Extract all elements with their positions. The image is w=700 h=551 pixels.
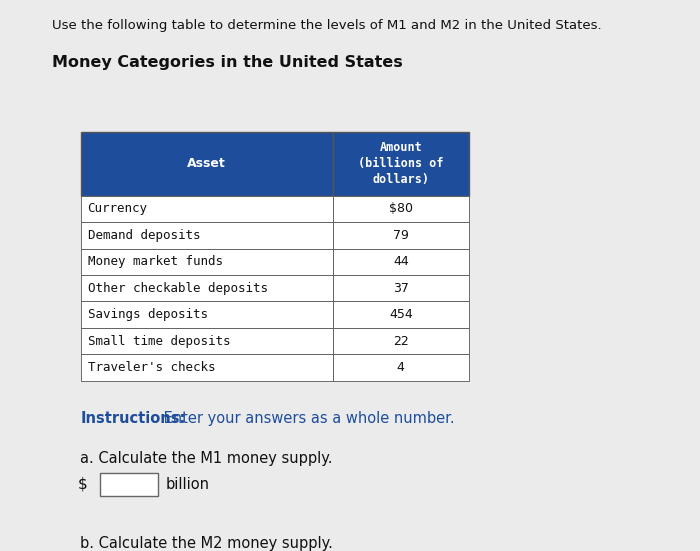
Text: Demand deposits: Demand deposits — [88, 229, 200, 242]
Text: Instructions:: Instructions: — [80, 411, 186, 426]
Text: Currency: Currency — [88, 202, 148, 215]
Text: a. Calculate the M1 money supply.: a. Calculate the M1 money supply. — [80, 451, 333, 466]
Text: 37: 37 — [393, 282, 409, 295]
Text: $80: $80 — [389, 202, 413, 215]
Text: Use the following table to determine the levels of M1 and M2 in the United State: Use the following table to determine the… — [52, 19, 602, 33]
Text: Amount
(billions of
dollars): Amount (billions of dollars) — [358, 142, 444, 186]
Text: Traveler's checks: Traveler's checks — [88, 361, 215, 374]
Text: Savings deposits: Savings deposits — [88, 308, 207, 321]
Text: billion: billion — [166, 477, 210, 492]
Text: 79: 79 — [393, 229, 409, 242]
Text: Asset: Asset — [187, 158, 226, 170]
Text: 4: 4 — [397, 361, 405, 374]
Text: 454: 454 — [389, 308, 412, 321]
Text: Enter your answers as a whole number.: Enter your answers as a whole number. — [159, 411, 454, 426]
Text: Money market funds: Money market funds — [88, 255, 223, 268]
Text: Other checkable deposits: Other checkable deposits — [88, 282, 267, 295]
Text: 44: 44 — [393, 255, 409, 268]
Text: Small time deposits: Small time deposits — [88, 334, 230, 348]
Text: 22: 22 — [393, 334, 409, 348]
Text: Money Categories in the United States: Money Categories in the United States — [52, 55, 403, 70]
Text: b. Calculate the M2 money supply.: b. Calculate the M2 money supply. — [80, 536, 333, 550]
Text: $: $ — [78, 477, 88, 492]
